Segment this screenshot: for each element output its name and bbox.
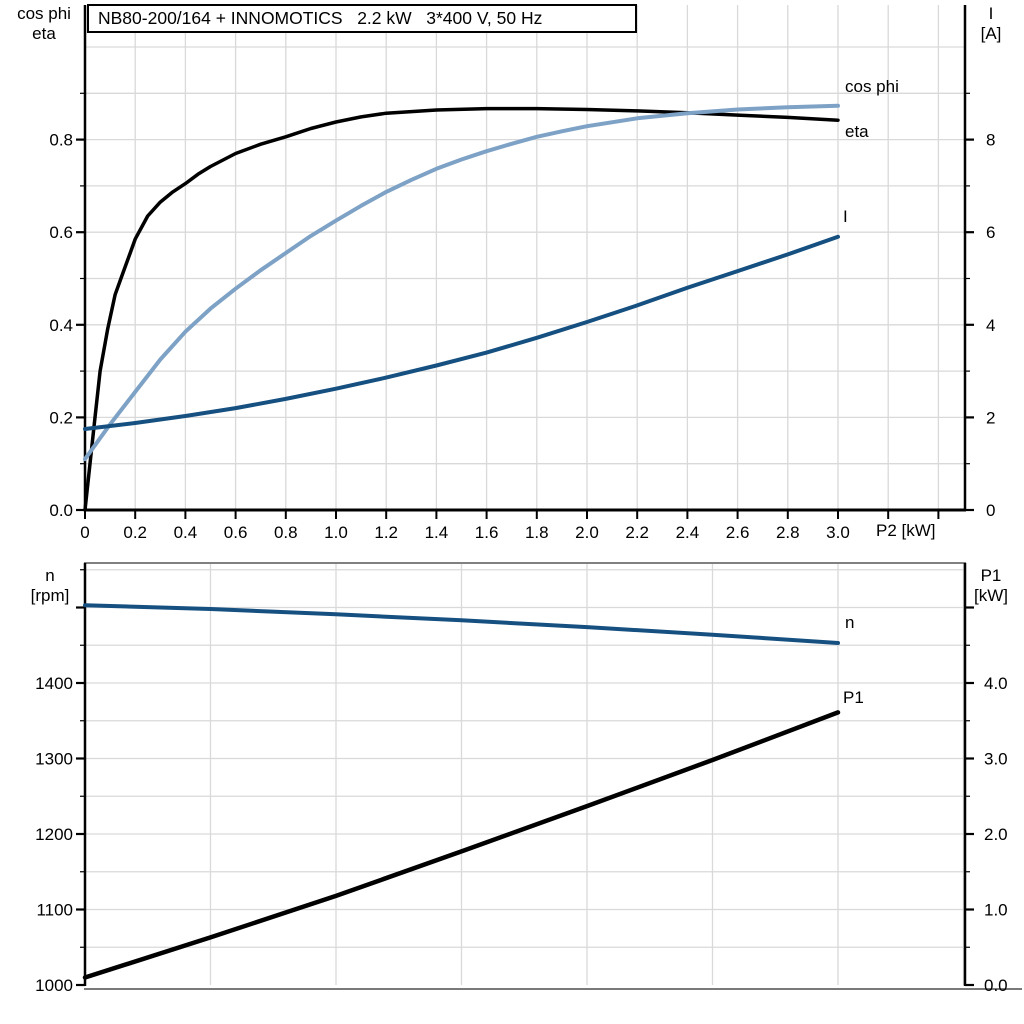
right-tick-label: 2.0 <box>984 825 1008 844</box>
curve-cos-phi <box>83 103 840 462</box>
left-tick-label: 0.2 <box>49 408 73 427</box>
axis-header-line: P1 <box>980 566 1002 585</box>
left-tick-label: 0.0 <box>49 501 73 520</box>
curve-label-I: I <box>843 207 848 226</box>
left-tick-label: 1200 <box>35 825 73 844</box>
axis-header-line: eta <box>32 24 56 43</box>
left-tick-label: 1000 <box>35 976 73 995</box>
chart-title-box: NB80-200/164 + INNOMOTICS 2.2 kW 3*400 V… <box>87 4 637 33</box>
curve-label-n: n <box>845 613 854 632</box>
right-tick-label: 4.0 <box>984 674 1008 693</box>
chart-title: NB80-200/164 + INNOMOTICS 2.2 kW 3*400 V… <box>98 8 543 28</box>
x-tick-label: 1.0 <box>324 523 348 542</box>
right-tick-label: 6 <box>986 223 995 242</box>
left-tick-label: 0.6 <box>49 223 73 242</box>
right-tick-label: 0 <box>986 501 995 520</box>
x-tick-label: 2.0 <box>575 523 599 542</box>
x-tick-label: 0 <box>80 523 89 542</box>
left-tick-label: 1100 <box>36 901 73 920</box>
bottom-right-axis-header: P1 [kW] <box>959 566 1023 606</box>
x-tick-label: 2.6 <box>726 523 750 542</box>
x-axis-label: P2 [kW] <box>876 521 936 540</box>
x-tick-label: 0.2 <box>123 523 147 542</box>
right-tick-label: 1.0 <box>984 901 1008 920</box>
x-tick-label: 2.2 <box>625 523 649 542</box>
x-tick-label: 0.8 <box>274 523 298 542</box>
axis-header-line: n <box>45 566 55 585</box>
right-tick-label: 4 <box>986 316 995 335</box>
axis-header-line: I <box>988 4 994 23</box>
curve-eta <box>83 106 840 512</box>
curve-label-eta: eta <box>845 122 869 141</box>
axis-header-line: [A] <box>980 24 1002 43</box>
x-tick-label: 1.8 <box>525 523 549 542</box>
x-tick-label: 3.0 <box>826 523 850 542</box>
x-tick-label: 0.4 <box>174 523 198 542</box>
right-tick-label: 8 <box>986 131 995 150</box>
top-left-axis-header: cos phi eta <box>4 4 84 44</box>
curve-label-P1: P1 <box>843 688 864 707</box>
left-tick-label: 0.8 <box>49 131 73 150</box>
right-tick-label: 0.0 <box>984 976 1008 995</box>
left-tick-label: 1400 <box>35 674 73 693</box>
axis-header-line: [rpm] <box>30 586 70 605</box>
right-tick-label: 3.0 <box>984 750 1008 769</box>
left-tick-label: 0.4 <box>49 316 73 335</box>
axis-header-line: [kW] <box>974 586 1008 605</box>
axis-header-line: cos phi <box>17 4 71 23</box>
x-tick-label: 1.2 <box>374 523 398 542</box>
curve-I <box>83 234 840 431</box>
right-tick-label: 2 <box>986 408 995 427</box>
x-tick-label: 2.4 <box>676 523 700 542</box>
top-right-axis-header: I [A] <box>961 4 1021 44</box>
x-tick-label: 1.6 <box>475 523 499 542</box>
left-tick-label: 1300 <box>35 750 73 769</box>
x-tick-label: 1.4 <box>425 523 449 542</box>
x-tick-label: 2.8 <box>776 523 800 542</box>
curve-n <box>83 603 840 645</box>
x-tick-label: 0.6 <box>224 523 248 542</box>
curve-label-cos-phi: cos phi <box>845 77 899 96</box>
curve-P1 <box>82 710 841 980</box>
bottom-left-axis-header: n [rpm] <box>14 566 86 606</box>
